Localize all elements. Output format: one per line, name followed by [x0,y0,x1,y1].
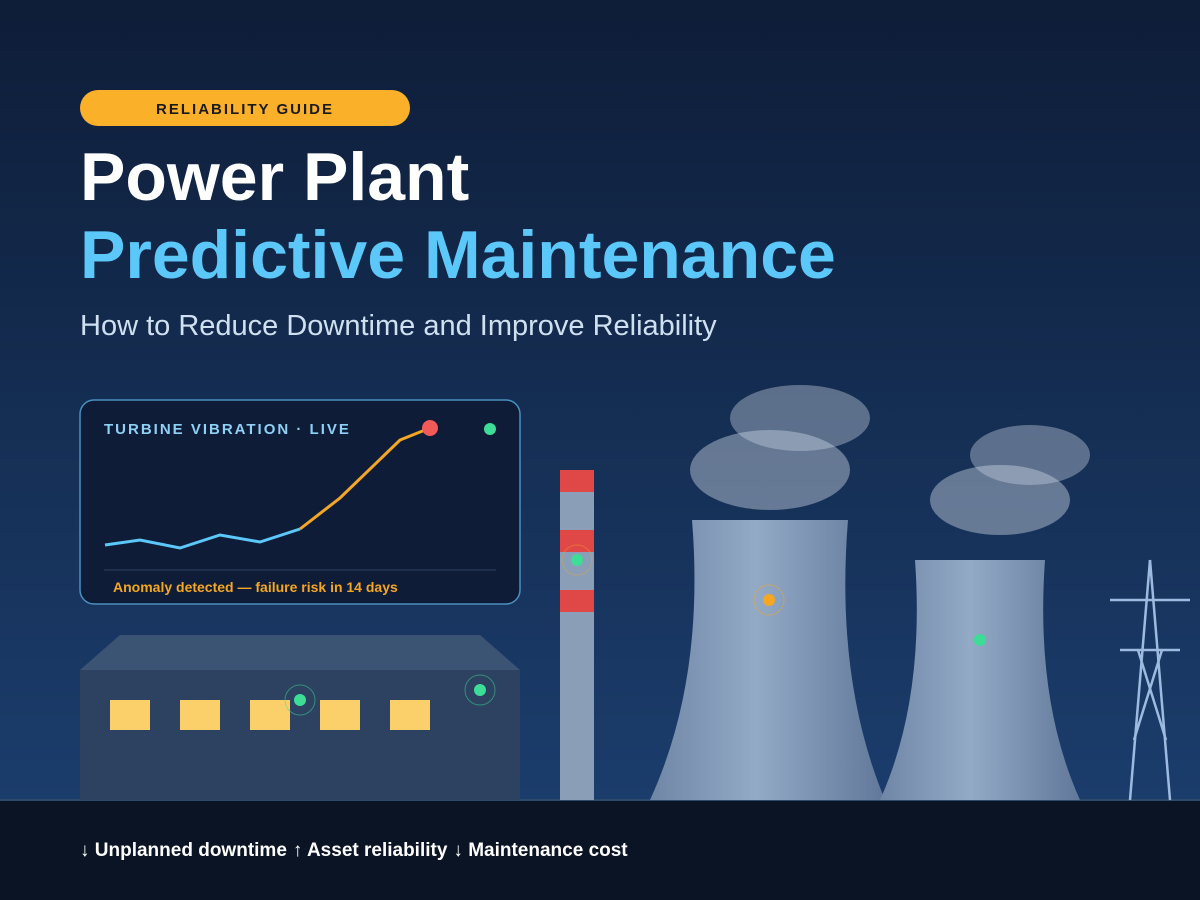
window [320,700,360,730]
sensor [571,554,583,566]
steam [730,385,870,451]
power-pylon [1110,559,1190,801]
sensor-ring [561,544,593,576]
monitor-label: TURBINE VIBRATION · LIVE [104,421,351,438]
ground [0,800,1200,900]
signal-normal [104,527,301,550]
sensor [974,634,986,646]
chimney-stripe [560,470,594,492]
steam [690,430,850,510]
chimney [560,470,594,800]
benefit: ↓ Unplanned downtime [80,840,287,861]
steam [930,465,1070,535]
window [250,700,290,730]
signal-anomaly [299,426,431,531]
badge-text: RELIABILITY GUIDE [156,101,334,118]
sensor-ring [464,674,496,706]
benefit: ↑ Asset reliability [292,840,448,861]
chimney-stripe [560,530,594,552]
sensor-ring [753,584,785,616]
window [180,700,220,730]
cooling-tower [880,560,1080,800]
anomaly-point [422,420,438,436]
sensor [763,594,775,606]
turbine-hall [80,670,520,800]
benefit: ↓ Maintenance cost [453,840,628,861]
sensor [294,694,306,706]
chimney-stripe [560,590,594,612]
window [110,700,150,730]
benefits: ↓ Unplanned downtime ↑ Asset reliability ↓… [80,840,628,862]
subtitle: How to Reduce Downtime and Improve Relia… [80,310,717,342]
monitor-card [79,399,521,605]
cooling-tower [650,520,885,800]
title-line-2: Predictive Maintenance [80,217,836,293]
title-line-1: Power Plant [80,139,469,215]
monitor-alert: Anomaly detected — failure risk in 14 da… [113,579,398,595]
badge [80,90,410,126]
window [390,700,430,730]
status-dot [484,423,496,435]
roof [80,635,520,670]
sensor-ring [284,684,316,716]
steam [970,425,1090,485]
sensor [474,684,486,696]
